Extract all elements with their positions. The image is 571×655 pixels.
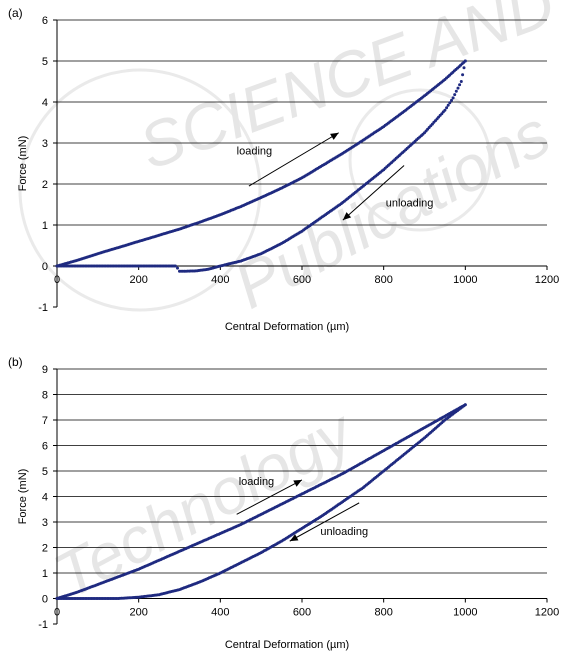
chart-a-series-loading (55, 59, 467, 268)
chart-b-x-tick-label: 1200 (535, 607, 559, 619)
chart-b-y-tick-label: 6 (42, 441, 48, 453)
chart-a-data-point (446, 103, 450, 107)
chart-panel-b: (b) -1 0 1 2 3 4 5 6 7 8 9 0 200 400 600 800 1000 1200 Cent… (8, 355, 559, 651)
chart-a-x-tick-label: 1200 (535, 274, 559, 286)
chart-a-data-point (463, 59, 467, 63)
chart-a-data-point (176, 266, 179, 270)
chart-a-y-tick-label: 6 (42, 15, 48, 27)
chart-a-x-axis-label: Central Deformation (µm) (225, 321, 349, 333)
chart-a-y-tick-label: -1 (38, 302, 48, 314)
chart-a-y-axis-label: Force (mN) (17, 136, 29, 192)
chart-b-annotation-loading: loading (239, 476, 274, 488)
chart-panel-a: (a) -1 0 1 2 3 4 5 6 0 200 400 600 800 1000 1200 Central… (8, 6, 559, 333)
chart-a-series-unloading (55, 59, 467, 273)
chart-a-data-point (451, 96, 455, 100)
chart-a-x-tick-label: 600 (293, 274, 311, 286)
chart-b-arrow-line-unloading (289, 502, 360, 542)
chart-b-y-tick-label: 5 (42, 466, 48, 478)
chart-b-x-tick-label: 800 (374, 607, 392, 619)
chart-a-x-tick-label: 1000 (453, 274, 477, 286)
chart-b-arrow-head-unloading (289, 534, 299, 542)
chart-a-data-point (178, 269, 181, 273)
chart-a-annotation-loading: loading (237, 145, 272, 157)
chart-a-x-tick-label: 800 (374, 274, 392, 286)
chart-a-annotation-unloading: unloading (386, 198, 434, 210)
chart-b-arrow-line-loading (236, 479, 303, 515)
chart-b-y-tick-label: -1 (38, 619, 48, 631)
chart-b-y-tick-label: 8 (42, 390, 48, 402)
chart-a-y-tick-label: 0 (42, 261, 48, 273)
chart-b-series-loading (55, 403, 467, 600)
watermark-ring-1 (18, 68, 262, 312)
chart-b-y-tick-label: 1 (42, 568, 48, 580)
chart-b-y-tick-label: 2 (42, 543, 48, 555)
chart-b-x-tick-label: 400 (211, 607, 229, 619)
chart-b-series-unloading (55, 403, 467, 600)
chart-a-arrow-head-unloading (342, 212, 352, 221)
chart-a-y-tick-label: 3 (42, 138, 48, 150)
chart-b-arrow-head-loading (293, 479, 302, 487)
chart-a-x-tick-label: 0 (54, 274, 60, 286)
chart-b-panel-label: (b) (8, 355, 23, 369)
chart-a-x-tick-label: 200 (129, 274, 147, 286)
chart-a-panel-label: (a) (8, 6, 23, 20)
chart-a-data-point (55, 264, 59, 268)
chart-b-y-tick-label: 9 (42, 364, 48, 376)
chart-b-y-tick-label: 7 (42, 415, 48, 427)
chart-a-x-tick-label: 400 (211, 274, 229, 286)
chart-b-x-tick-label: 600 (293, 607, 311, 619)
chart-a-arrow-line-loading (248, 132, 340, 187)
chart-b-y-tick-label: 3 (42, 517, 48, 529)
chart-a-y-tick-label: 4 (42, 97, 48, 109)
chart-a-data-point (454, 89, 458, 93)
chart-a-data-point (456, 86, 460, 90)
chart-a-data-point (450, 98, 453, 102)
watermark-ring-2 (348, 88, 492, 232)
chart-b-x-tick-label: 0 (54, 607, 60, 619)
chart-a-data-point (448, 101, 452, 105)
watermark: Technology Publications SCIENCE AND (18, 0, 564, 612)
chart-b-annotation-unloading: unloading (320, 526, 368, 538)
chart-a-y-tick-label: 5 (42, 56, 48, 68)
chart-b-x-tick-label: 1000 (453, 607, 477, 619)
chart-a-arrow-line-unloading (342, 165, 405, 221)
chart-b-y-tick-label: 4 (42, 492, 48, 504)
chart-b-y-axis-label: Force (mN) (17, 469, 29, 525)
chart-b-data-point (55, 597, 59, 600)
chart-b-x-tick-label: 200 (129, 607, 147, 619)
chart-a-arrow-head-loading (330, 132, 339, 140)
chart-b-y-tick-label: 0 (42, 594, 48, 606)
chart-a-data-point (461, 73, 465, 77)
chart-a-data-point (445, 106, 449, 110)
chart-a-data-point (458, 83, 462, 87)
chart-b-x-axis-label: Central Deformation (µm) (225, 639, 349, 651)
chart-a-data-point (453, 93, 457, 97)
chart-a-data-point (462, 66, 466, 70)
chart-a-data-point (459, 80, 463, 83)
chart-a-y-tick-label: 2 (42, 179, 48, 191)
chart-a-y-tick-label: 1 (42, 220, 48, 232)
